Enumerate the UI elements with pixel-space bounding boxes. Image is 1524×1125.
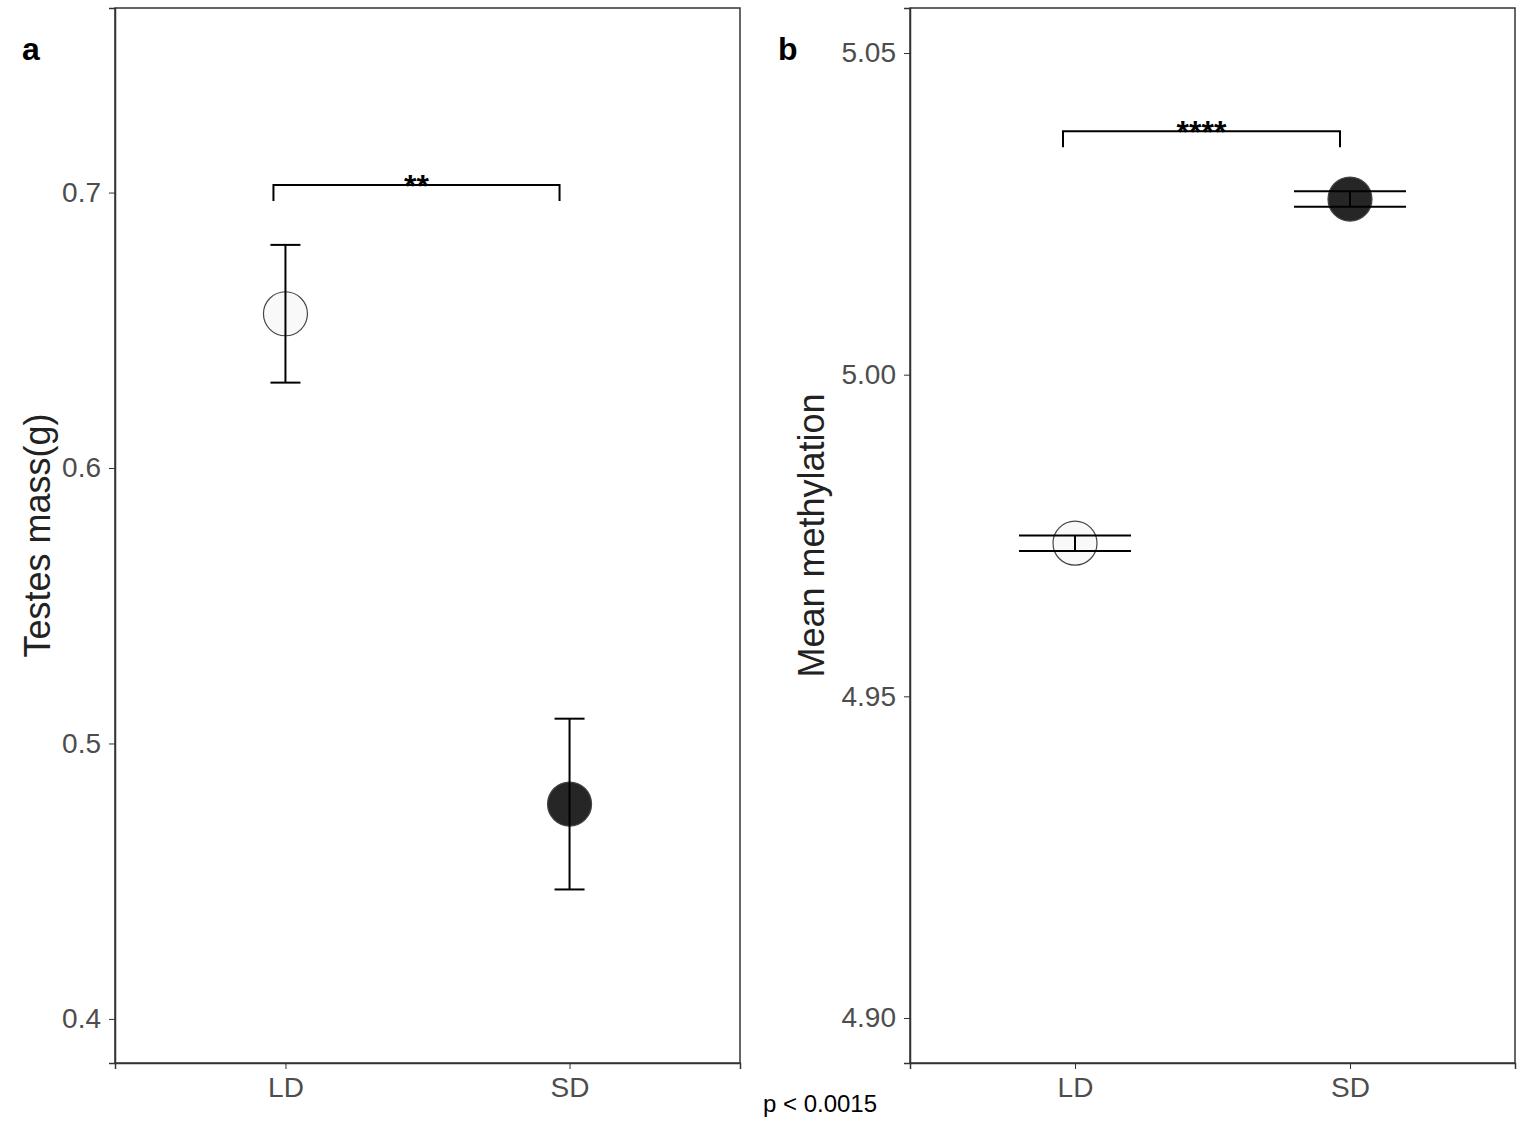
- panel: 4.90 4.95 5.00 5.05 LD SD **** Mean methylation…: [778, 8, 1516, 1103]
- y-tick: 0.5: [62, 728, 115, 759]
- x-axis-line: [911, 1064, 1516, 1070]
- x-tick-label: LD: [268, 1072, 304, 1103]
- y-tick: 0.4: [62, 1003, 115, 1034]
- significance-label: ****: [1177, 114, 1227, 150]
- panel-label: b: [778, 31, 798, 67]
- error-bar-cap: [1019, 535, 1131, 537]
- y-tick-label: 0.5: [62, 728, 101, 759]
- x-tick-mark: [1350, 1063, 1351, 1069]
- x-tick-mark: [570, 1063, 571, 1069]
- error-bar-stem: [1349, 191, 1351, 206]
- error-bar-cap: [555, 718, 585, 720]
- error-bar: [270, 245, 300, 383]
- y-tick-label: 0.4: [62, 1003, 101, 1034]
- y-tick-label: 5.00: [842, 359, 897, 390]
- x-tick: SD: [1331, 1063, 1370, 1103]
- y-tick-label: 5.05: [842, 37, 897, 68]
- y-tick-mark: [109, 193, 115, 194]
- y-tick-mark: [904, 696, 910, 697]
- plot-frame: [115, 8, 740, 1063]
- x-tick: LD: [268, 1063, 304, 1103]
- x-axis-line: [116, 1064, 741, 1070]
- y-tick-label: 4.95: [842, 681, 897, 712]
- y-tick: 4.95: [842, 681, 911, 712]
- x-tick: SD: [551, 1063, 590, 1103]
- point: [1328, 177, 1372, 221]
- x-tick-mark: [1075, 1063, 1076, 1069]
- error-bar-stem: [284, 245, 286, 383]
- caption: p < 0.0015: [763, 1090, 877, 1117]
- x-axis: LD SD: [911, 1063, 1516, 1103]
- y-axis-title: Testes mass(g): [17, 413, 58, 657]
- y-tick-mark: [109, 743, 115, 744]
- plot-frame: [910, 8, 1515, 1063]
- x-axis: LD SD: [116, 1063, 741, 1103]
- y-tick: 4.90: [842, 1002, 911, 1033]
- y-axis: 0.4 0.5 0.6 0.7: [62, 9, 115, 1064]
- error-bar-stem: [569, 719, 571, 890]
- figure: 0.40.50.60.7LDSD**Testes mass(g)a4.904.9…: [0, 0, 1524, 1125]
- error-bar-cap: [1294, 190, 1406, 192]
- point: [1053, 521, 1097, 565]
- y-tick-mark: [904, 1018, 910, 1019]
- y-tick-label: 0.7: [62, 177, 101, 208]
- error-bar: [1294, 191, 1406, 206]
- y-tick-label: 0.6: [62, 452, 101, 483]
- y-tick-label: 4.90: [842, 1002, 897, 1033]
- y-axis-line: [904, 9, 911, 1064]
- y-tick: 0.6: [62, 452, 115, 483]
- panel: 0.4 0.5 0.6 0.7 LD SD ** Testes mass(g) a: [17, 8, 741, 1103]
- error-bar: [1019, 536, 1131, 551]
- y-tick: 5.05: [842, 37, 911, 68]
- y-axis: 4.90 4.95 5.00 5.05: [842, 9, 911, 1064]
- error-bar-stem: [1074, 536, 1076, 551]
- significance-label: **: [404, 168, 429, 204]
- error-bar-cap: [1294, 206, 1406, 208]
- y-tick-mark: [904, 53, 910, 54]
- error-bar-cap: [270, 244, 300, 246]
- y-tick-mark: [904, 375, 910, 376]
- y-axis-title: Mean methylation: [791, 393, 832, 677]
- y-tick: 5.00: [842, 359, 911, 390]
- error-bar-cap: [1019, 550, 1131, 552]
- panel-label: a: [22, 31, 40, 67]
- marks: [263, 245, 591, 890]
- x-tick-mark: [285, 1063, 286, 1069]
- error-bar-cap: [555, 888, 585, 890]
- error-bar-cap: [270, 382, 300, 384]
- x-tick-label: SD: [1331, 1072, 1370, 1103]
- y-axis-line: [109, 9, 116, 1064]
- y-tick: 0.7: [62, 177, 115, 208]
- x-tick: LD: [1058, 1063, 1094, 1103]
- x-tick-label: LD: [1058, 1072, 1094, 1103]
- error-bar: [555, 719, 585, 890]
- y-tick-mark: [109, 468, 115, 469]
- x-tick-label: SD: [551, 1072, 590, 1103]
- y-tick-mark: [109, 1019, 115, 1020]
- marks: [1019, 177, 1406, 565]
